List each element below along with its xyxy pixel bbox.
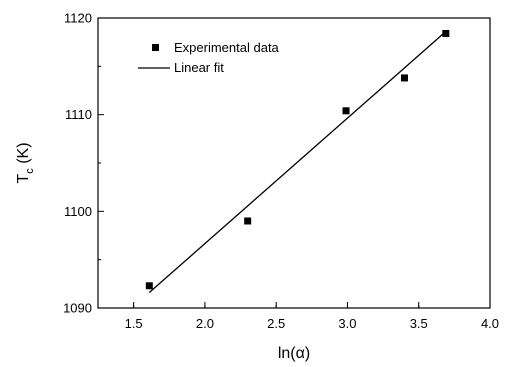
y-axis-label: Tc (K)	[15, 142, 36, 183]
y-axis-ticks: 1090 1100 1110 1120	[63, 11, 104, 316]
x-axis-label: ln(α)	[278, 345, 310, 362]
x-tick-label: 2.5	[267, 316, 285, 331]
y-axis-label-subscript: c	[24, 168, 36, 174]
plot-series	[145, 29, 450, 294]
x-axis-ticks: 1.5 2.0 2.5 3.0 3.5 4.0	[125, 302, 499, 331]
data-point	[442, 29, 450, 37]
x-tick-label: 2.0	[196, 316, 214, 331]
data-point	[145, 282, 153, 290]
x-tick-label: 1.5	[125, 316, 143, 331]
x-tick-label: 4.0	[481, 316, 499, 331]
legend: Experimental data Linear fit	[138, 40, 280, 75]
x-tick-label: 3.5	[410, 316, 428, 331]
y-tick-label: 1120	[64, 11, 92, 26]
y-tick-label: 1100	[64, 204, 92, 219]
data-point	[342, 107, 350, 115]
axes	[97, 17, 491, 309]
data-point	[244, 217, 252, 225]
y-axis-label-unit: (K)	[15, 142, 32, 168]
y-tick-label: 1110	[65, 107, 92, 122]
x-tick-label: 3.0	[338, 316, 356, 331]
legend-label-experimental: Experimental data	[174, 40, 280, 55]
data-point	[400, 74, 408, 82]
linear-fit-line	[148, 31, 447, 294]
y-axis-label-main: T	[15, 174, 32, 184]
legend-marker-experimental	[152, 44, 159, 51]
plot-frame	[97, 17, 491, 309]
y-tick-label: 1090	[63, 301, 92, 316]
legend-label-linear-fit: Linear fit	[174, 60, 224, 75]
